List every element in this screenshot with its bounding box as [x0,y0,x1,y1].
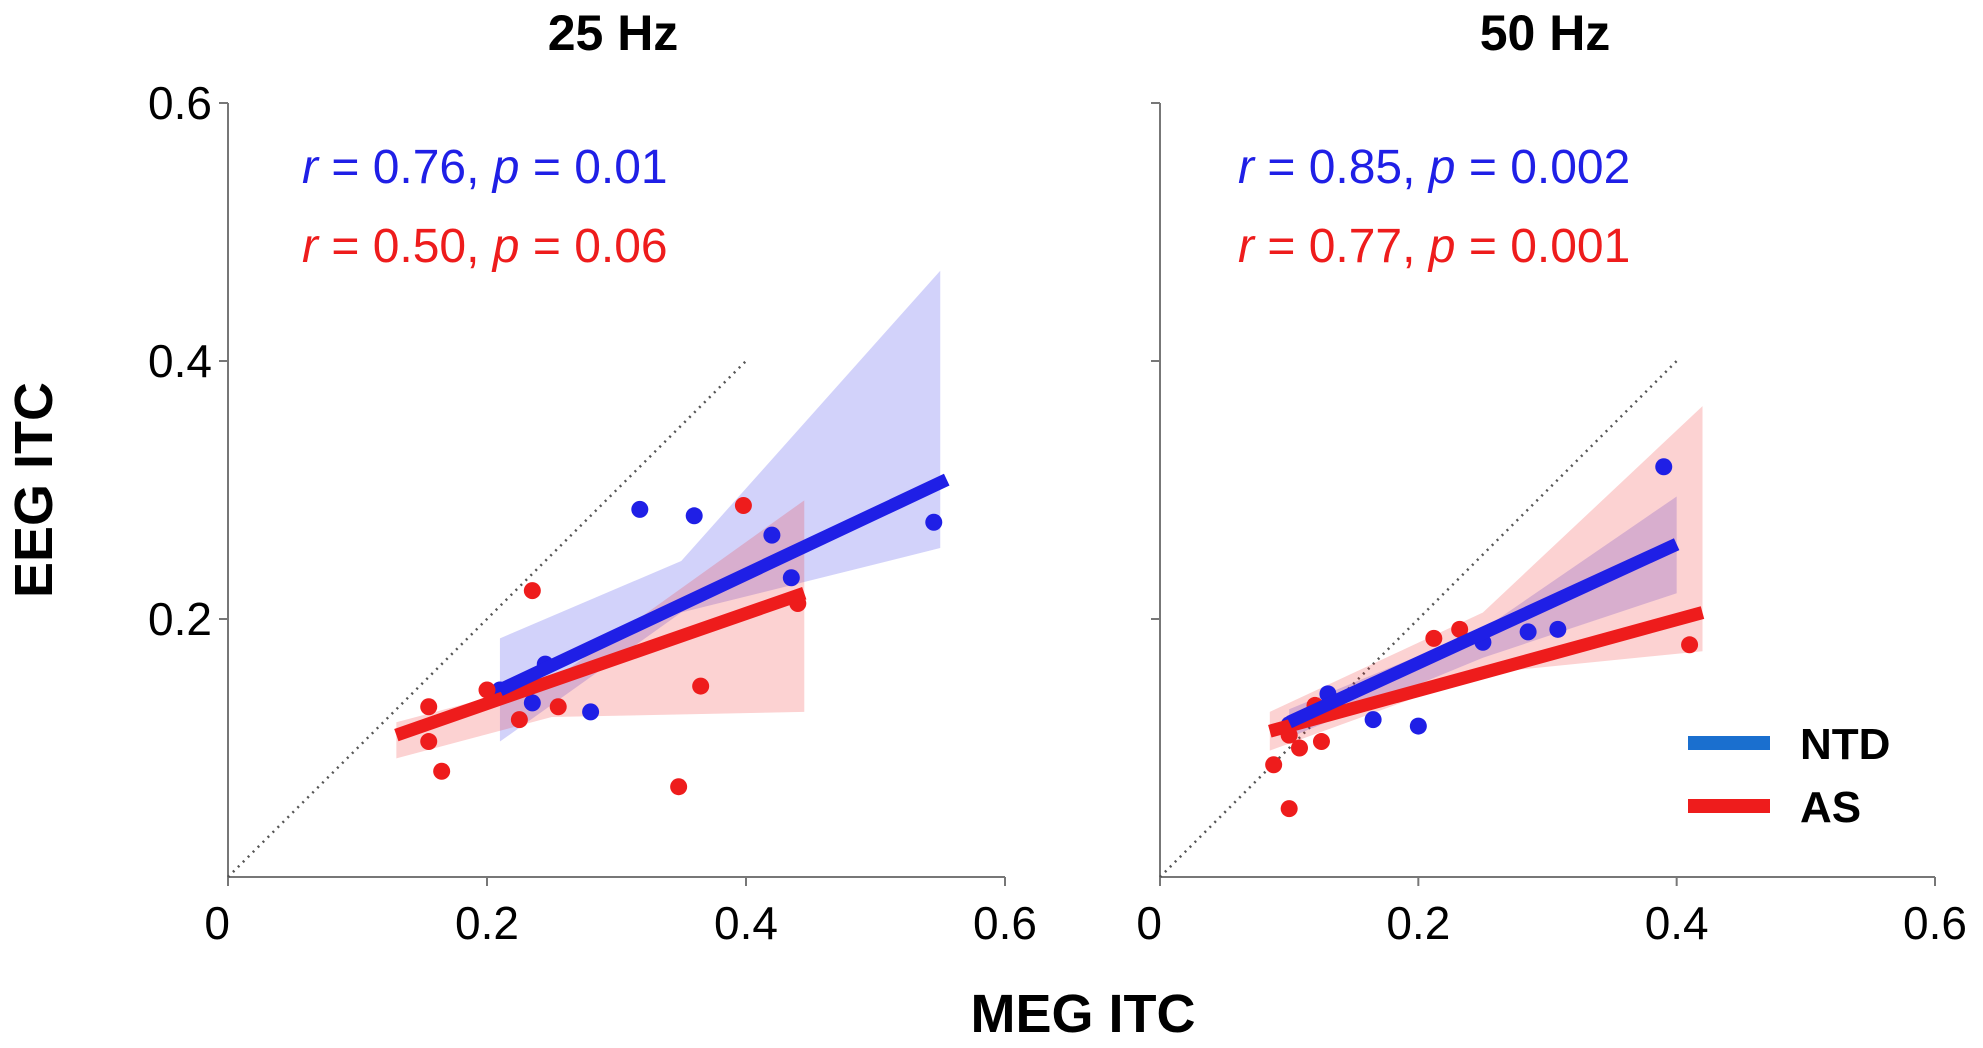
x-tick-label: 0.2 [1386,897,1450,949]
panel-title: 25 Hz [548,5,679,61]
point-as [1425,629,1443,647]
x-tick-label: 0.4 [1645,897,1709,949]
point-as [523,582,541,600]
stat-r-text: = 0.50, [318,220,493,273]
x-tick-label: 0.6 [973,897,1037,949]
stat-ntd: r = 0.76, p = 0.01 [302,141,668,194]
stat-p-text: = 0.06 [519,220,667,273]
ci-band-ntd [499,270,941,742]
fit-line-as [1268,606,1705,738]
stat-r-letter: r [1238,141,1256,194]
fit-line-as [394,587,807,742]
x-tick-label: 0.2 [455,897,519,949]
fit-line-ntd [1286,538,1680,729]
y-tick-label: 0.2 [148,593,212,645]
point-ntd [782,569,800,587]
point-as [1681,636,1699,654]
stat-p-text: = 0.001 [1455,220,1630,273]
point-as [1451,620,1469,638]
x-tick-label: 0 [204,897,230,949]
x-tick-label: 0 [1136,897,1162,949]
stat-p-letter: p [491,220,520,273]
ci-band-as [1269,406,1703,751]
stat-p-text: = 0.01 [519,141,667,194]
y-axis-label: EEG ITC [4,382,64,598]
point-as [1265,756,1283,774]
identity-line [227,360,747,878]
point-ntd [925,513,943,531]
stat-r-text: = 0.76, [318,141,493,194]
point-as [692,677,710,695]
point-as [420,733,438,751]
point-as [478,681,496,699]
point-as [670,778,688,796]
point-ntd [1519,623,1537,641]
stat-r-letter: r [302,141,320,194]
legend-label-ntd: NTD [1800,720,1890,769]
point-as [549,698,567,716]
x-tick-label: 0.4 [714,897,778,949]
point-as [433,762,451,780]
point-as [420,698,438,716]
point-as [1312,733,1330,751]
fit-line-ntd [497,473,950,696]
stat-p-letter: p [1427,220,1456,273]
point-as [1280,800,1298,818]
stat-r-letter: r [302,220,320,273]
point-as [510,711,528,729]
stat-as: r = 0.50, p = 0.06 [302,220,668,273]
point-ntd [763,526,781,544]
stat-as: r = 0.77, p = 0.001 [1238,220,1630,273]
x-axis-label: MEG ITC [971,984,1196,1044]
panel-1: 25 Hz 0 0.2 0.4 0.6 0.2 0.4 0.6 r = 0.76, p = 0.… [148,5,1037,949]
point-ntd [1409,717,1427,735]
y-tick-label: 0.4 [148,335,212,387]
stat-p-letter: p [491,141,520,194]
point-ntd [631,500,649,518]
point-ntd [1655,458,1673,476]
point-as [1291,739,1308,757]
point-ntd [1364,711,1382,729]
point-ntd [523,694,541,712]
point-as [734,496,752,514]
identity-line [1159,360,1678,878]
point-ntd [1549,620,1567,638]
stat-r-text: = 0.85, [1254,141,1429,194]
legend: NTD AS [1688,720,1890,832]
panel-title: 50 Hz [1480,5,1611,61]
x-tick-label: 0.6 [1903,897,1967,949]
stat-ntd: r = 0.85, p = 0.002 [1238,141,1630,194]
point-ntd [685,507,703,525]
y-tick-label: 0.6 [148,77,212,129]
stat-p-letter: p [1427,141,1456,194]
stat-p-text: = 0.002 [1455,141,1630,194]
stat-r-letter: r [1238,220,1256,273]
legend-label-as: AS [1800,783,1861,832]
stat-r-text: = 0.77, [1254,220,1429,273]
point-ntd [582,703,600,721]
